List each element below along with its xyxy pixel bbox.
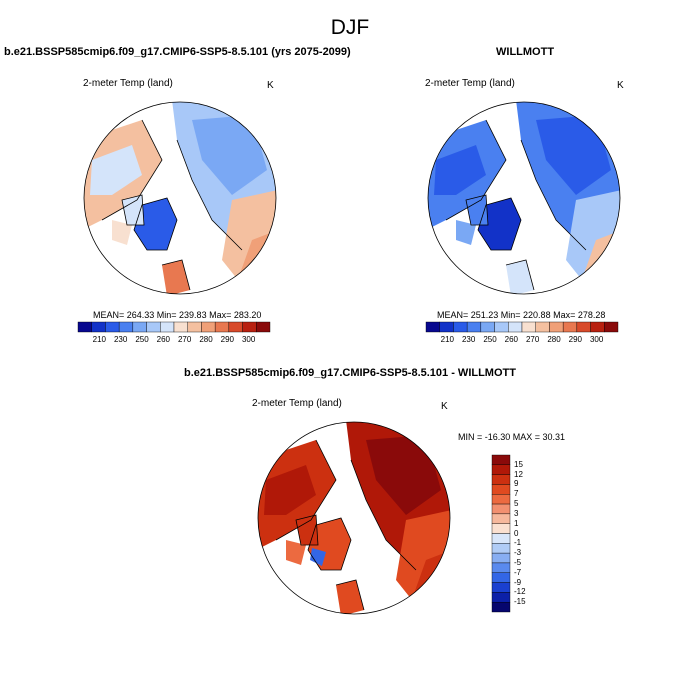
diff-polar-map — [257, 421, 451, 615]
obs-units-label: K — [617, 80, 624, 91]
model-colorbar-label: 290 — [220, 335, 234, 344]
obs-colorbar-label: 210 — [440, 335, 454, 344]
diff-colorbar-label: 0 — [514, 528, 519, 538]
diff-colorbar-labels: 15 12 9 7 5 3 1 0 -1 -3 -5 -7 -9 -12 -15 — [514, 455, 544, 612]
diff-colorbar-box — [491, 454, 511, 466]
model-colorbar-label: 230 — [113, 335, 128, 344]
model-colorbar-label: 210 — [92, 335, 106, 344]
model-colorbar-label: 260 — [156, 335, 170, 344]
model-stats: MEAN= 264.33 Min= 239.83 Max= 283.20 — [93, 310, 262, 320]
diff-colorbar-box — [491, 533, 511, 544]
model-colorbar-box — [214, 321, 230, 333]
diff-colorbar-label: 1 — [514, 518, 519, 528]
model-colorbar-box — [77, 321, 92, 333]
diff-colorbar-label: 7 — [514, 489, 519, 499]
obs-colorbar-labels: 210 230 250 260 270 280 290 300 — [426, 335, 618, 347]
obs-colorbar-label: 250 — [483, 335, 497, 344]
obs-colorbar-box — [494, 321, 509, 333]
diff-colorbar-label: -3 — [514, 548, 522, 558]
model-colorbar-box — [132, 321, 147, 333]
obs-colorbar-box — [535, 321, 550, 333]
model-colorbar-labels: 210 230 250 260 270 280 290 300 — [78, 335, 270, 347]
obs-colorbar-box — [439, 321, 454, 333]
diff-colorbar-box — [491, 494, 511, 505]
diff-colorbar-box — [491, 503, 511, 515]
model-colorbar-label: 280 — [199, 335, 213, 344]
diff-colorbar-box — [491, 582, 511, 593]
model-colorbar-box — [173, 321, 188, 333]
obs-colorbar — [425, 321, 619, 333]
model-greenland — [134, 198, 177, 250]
diff-colorbar-box — [491, 572, 511, 583]
obs-colorbar-box — [562, 321, 578, 333]
diff-colorbar-label: 9 — [514, 479, 519, 489]
diff-colorbar-label: -5 — [514, 557, 522, 567]
obs-colorbar-label: 230 — [461, 335, 476, 344]
diff-colorbar-box — [491, 464, 511, 475]
diff-colorbar — [491, 454, 511, 613]
obs-colorbar-box — [466, 321, 482, 333]
model-colorbar-box — [187, 321, 202, 333]
obs-colorbar-box — [549, 321, 564, 333]
model-colorbar-box — [118, 321, 134, 333]
obs-colorbar-label: 260 — [504, 335, 518, 344]
obs-colorbar-box — [480, 321, 495, 333]
diff-colorbar-label: 3 — [514, 508, 519, 518]
model-colorbar — [77, 321, 271, 333]
model-colorbar-box — [242, 321, 257, 333]
obs-variable-label: 2-meter Temp (land) — [425, 78, 515, 89]
diff-stats: MIN = -16.30 MAX = 30.31 — [458, 432, 566, 442]
obs-colorbar-box — [576, 321, 591, 333]
diff-colorbar-box — [491, 474, 511, 485]
obs-colorbar-label: 270 — [525, 335, 540, 344]
obs-colorbar-box — [590, 321, 605, 333]
figure-title: DJF — [330, 16, 370, 39]
obs-colorbar-box — [425, 321, 440, 333]
diff-panel-title: b.e21.BSSP585cmip6.f09_g17.CMIP6-SSP5-8.… — [184, 367, 516, 379]
obs-colorbar-box — [521, 321, 536, 333]
model-variable-label: 2-meter Temp (land) — [83, 78, 173, 89]
diff-colorbar-label: 5 — [514, 499, 519, 509]
model-colorbar-label: 300 — [241, 335, 256, 344]
model-colorbar-label: 270 — [177, 335, 192, 344]
obs-colorbar-label: 280 — [547, 335, 561, 344]
diff-colorbar-box — [491, 592, 511, 603]
diff-variable-label: 2-meter Temp (land) — [252, 398, 342, 409]
model-colorbar-box — [160, 321, 175, 333]
diff-colorbar-box — [491, 562, 511, 573]
diff-colorbar-label: 15 — [514, 459, 523, 469]
diff-colorbar-label: 12 — [514, 469, 523, 479]
diff-colorbar-label: -1 — [514, 538, 522, 548]
obs-stats: MEAN= 251.23 Min= 220.88 Max= 278.28 — [437, 310, 606, 320]
obs-greenland — [478, 198, 521, 250]
obs-polar-map — [427, 101, 621, 295]
diff-colorbar-label: -7 — [514, 567, 522, 577]
model-colorbar-box — [105, 321, 120, 333]
diff-colorbar-label: -12 — [514, 587, 526, 597]
model-colorbar-box — [228, 321, 243, 333]
model-colorbar-box — [146, 321, 161, 333]
model-polar-map — [83, 101, 277, 295]
model-colorbar-label: 250 — [135, 335, 149, 344]
diff-colorbar-box — [491, 552, 511, 564]
obs-colorbar-label: 290 — [568, 335, 582, 344]
obs-panel-title: WILLMOTT — [496, 46, 555, 58]
model-units-label: K — [267, 80, 274, 91]
obs-colorbar-box — [453, 321, 468, 333]
model-colorbar-box — [256, 321, 271, 333]
obs-colorbar-box — [508, 321, 523, 333]
diff-colorbar-label: -9 — [514, 577, 522, 587]
model-colorbar-box — [201, 321, 216, 333]
model-colorbar-box — [91, 321, 106, 333]
obs-colorbar-label: 300 — [589, 335, 604, 344]
obs-colorbar-box — [604, 321, 619, 333]
diff-colorbar-box — [491, 484, 511, 495]
diff-colorbar-box — [491, 543, 511, 554]
diff-colorbar-box — [491, 513, 511, 524]
diff-colorbar-box — [491, 523, 511, 534]
diff-colorbar-box — [491, 601, 511, 613]
model-panel-title: b.e21.BSSP585cmip6.f09_g17.CMIP6-SSP5-8.… — [4, 46, 351, 58]
diff-units-label: K — [441, 401, 448, 412]
diff-colorbar-label: -15 — [514, 597, 526, 607]
